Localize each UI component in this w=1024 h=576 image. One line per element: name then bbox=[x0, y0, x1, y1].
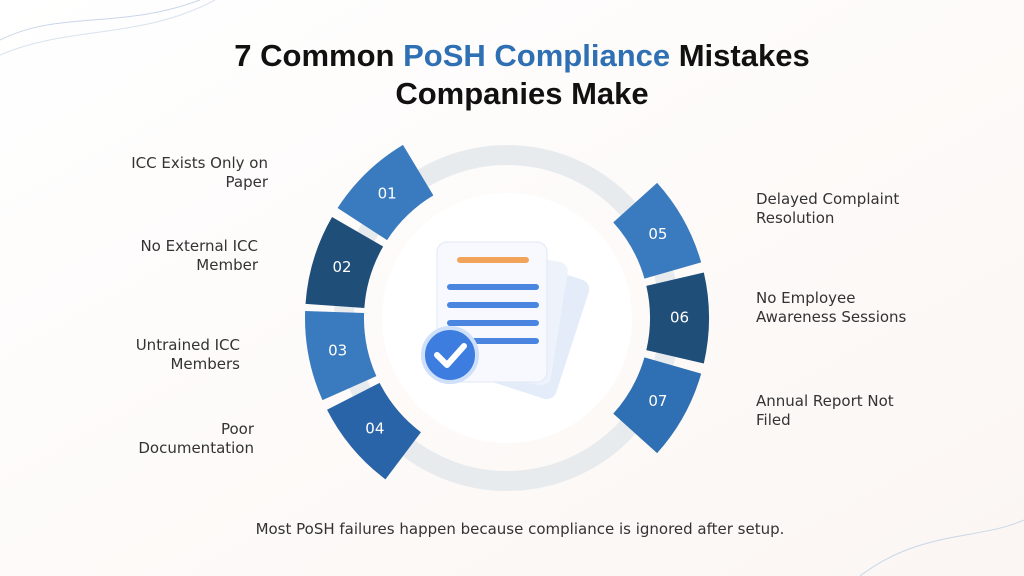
title-prefix: 7 Common bbox=[234, 38, 394, 73]
mistake-segment: 02 bbox=[305, 217, 384, 309]
wave-decoration bbox=[859, 519, 1024, 576]
segment-shape bbox=[337, 144, 434, 241]
segment-shape bbox=[305, 217, 384, 309]
label-line: Poor bbox=[221, 420, 255, 438]
label-line: No Employee bbox=[756, 289, 855, 307]
mistake-label: Untrained ICC Members bbox=[136, 336, 240, 373]
mistake-label: Annual Report Not Filed bbox=[756, 392, 894, 429]
segment-number: 02 bbox=[332, 258, 351, 276]
mistake-segment: 03 bbox=[305, 310, 377, 401]
label-line: Annual Report Not bbox=[756, 392, 894, 410]
mistake-label: No Employee Awareness Sessions bbox=[756, 289, 907, 326]
label-line: Filed bbox=[756, 411, 791, 429]
title-line-1: 7 Common PoSH Compliance Mistakes bbox=[234, 38, 809, 73]
mistake-segment: 07 bbox=[613, 357, 702, 454]
label-line: Members bbox=[170, 355, 240, 373]
mistake-segment: 05 bbox=[613, 182, 702, 279]
document-icon bbox=[421, 241, 590, 400]
title-line-2: Companies Make bbox=[395, 76, 648, 111]
segment-number: 01 bbox=[378, 184, 397, 202]
segment-number: 03 bbox=[328, 341, 347, 359]
wave-decoration bbox=[0, 0, 201, 41]
segment-number: 06 bbox=[670, 309, 689, 327]
mistake-label: No External ICC Member bbox=[140, 237, 258, 274]
wave-decoration bbox=[0, 0, 216, 56]
mistake-label: Poor Documentation bbox=[138, 420, 254, 457]
label-line: Awareness Sessions bbox=[756, 308, 907, 326]
label-line: Untrained ICC bbox=[136, 336, 240, 354]
label-line: Resolution bbox=[756, 209, 834, 227]
segment-shape bbox=[646, 272, 709, 364]
segment-shape bbox=[613, 357, 702, 454]
label-line: Member bbox=[196, 256, 259, 274]
segment-shape bbox=[305, 310, 377, 401]
label-line: Documentation bbox=[138, 439, 254, 457]
segment-shape bbox=[613, 182, 702, 279]
mistake-label: Delayed Complaint Resolution bbox=[756, 190, 899, 227]
title-highlight: PoSH Compliance bbox=[403, 38, 670, 73]
mistake-segment: 04 bbox=[327, 382, 421, 480]
label-line: Delayed Complaint bbox=[756, 190, 899, 208]
mistake-segment: 01 bbox=[337, 144, 434, 241]
segment-number: 07 bbox=[648, 392, 667, 410]
label-line: ICC Exists Only on bbox=[131, 154, 268, 172]
mistake-segment: 06 bbox=[646, 272, 709, 364]
mistake-label: ICC Exists Only on Paper bbox=[131, 154, 269, 191]
footer: Most PoSH failures happen because compli… bbox=[256, 520, 785, 538]
segment-number: 04 bbox=[365, 419, 384, 437]
segment-number: 05 bbox=[648, 225, 667, 243]
label-line: No External ICC bbox=[140, 237, 258, 255]
title-suffix: Mistakes bbox=[679, 38, 810, 73]
label-line: Paper bbox=[226, 173, 269, 191]
segment-shape bbox=[327, 382, 421, 480]
